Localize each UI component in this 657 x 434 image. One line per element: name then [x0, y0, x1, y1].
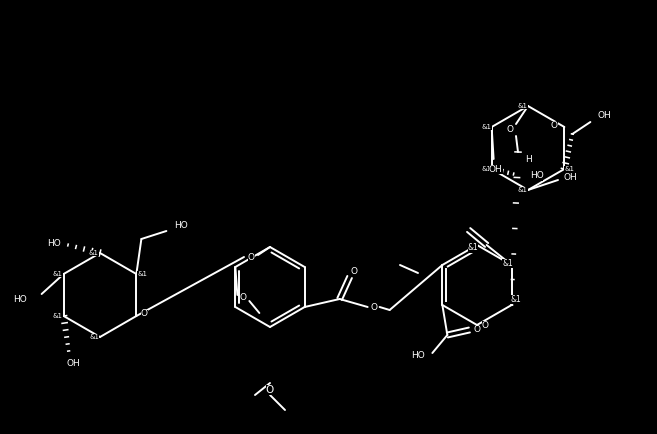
Text: O: O [266, 385, 274, 395]
Text: HO: HO [530, 171, 543, 181]
Text: O: O [482, 320, 489, 329]
Text: &1: &1 [53, 313, 62, 319]
Text: O: O [370, 302, 377, 312]
Text: O: O [240, 293, 247, 302]
Text: OH: OH [597, 112, 611, 121]
Text: &1: &1 [564, 166, 574, 172]
Text: OH: OH [67, 358, 81, 368]
Text: HO: HO [12, 295, 26, 303]
Text: HO: HO [411, 351, 425, 359]
Text: &1: &1 [89, 250, 99, 256]
Text: O: O [350, 267, 357, 276]
Text: &1: &1 [482, 124, 491, 130]
Text: HO: HO [47, 239, 61, 247]
Text: OH: OH [563, 172, 577, 181]
Text: &1: &1 [137, 271, 147, 277]
Text: &1: &1 [468, 243, 478, 253]
Text: &1: &1 [53, 271, 62, 277]
Text: O: O [141, 309, 148, 319]
Text: O: O [474, 326, 481, 335]
Text: &1: &1 [502, 259, 513, 267]
Text: &1: &1 [518, 103, 528, 109]
Text: H: H [525, 155, 532, 164]
Text: &1: &1 [482, 166, 491, 172]
Text: O: O [551, 121, 558, 129]
Text: O: O [248, 253, 254, 262]
Text: HO: HO [175, 221, 189, 230]
Text: &1: &1 [518, 187, 528, 193]
Text: OH: OH [489, 164, 503, 174]
Text: &1: &1 [510, 295, 521, 303]
Text: &1: &1 [89, 334, 99, 340]
Text: O: O [507, 125, 514, 135]
